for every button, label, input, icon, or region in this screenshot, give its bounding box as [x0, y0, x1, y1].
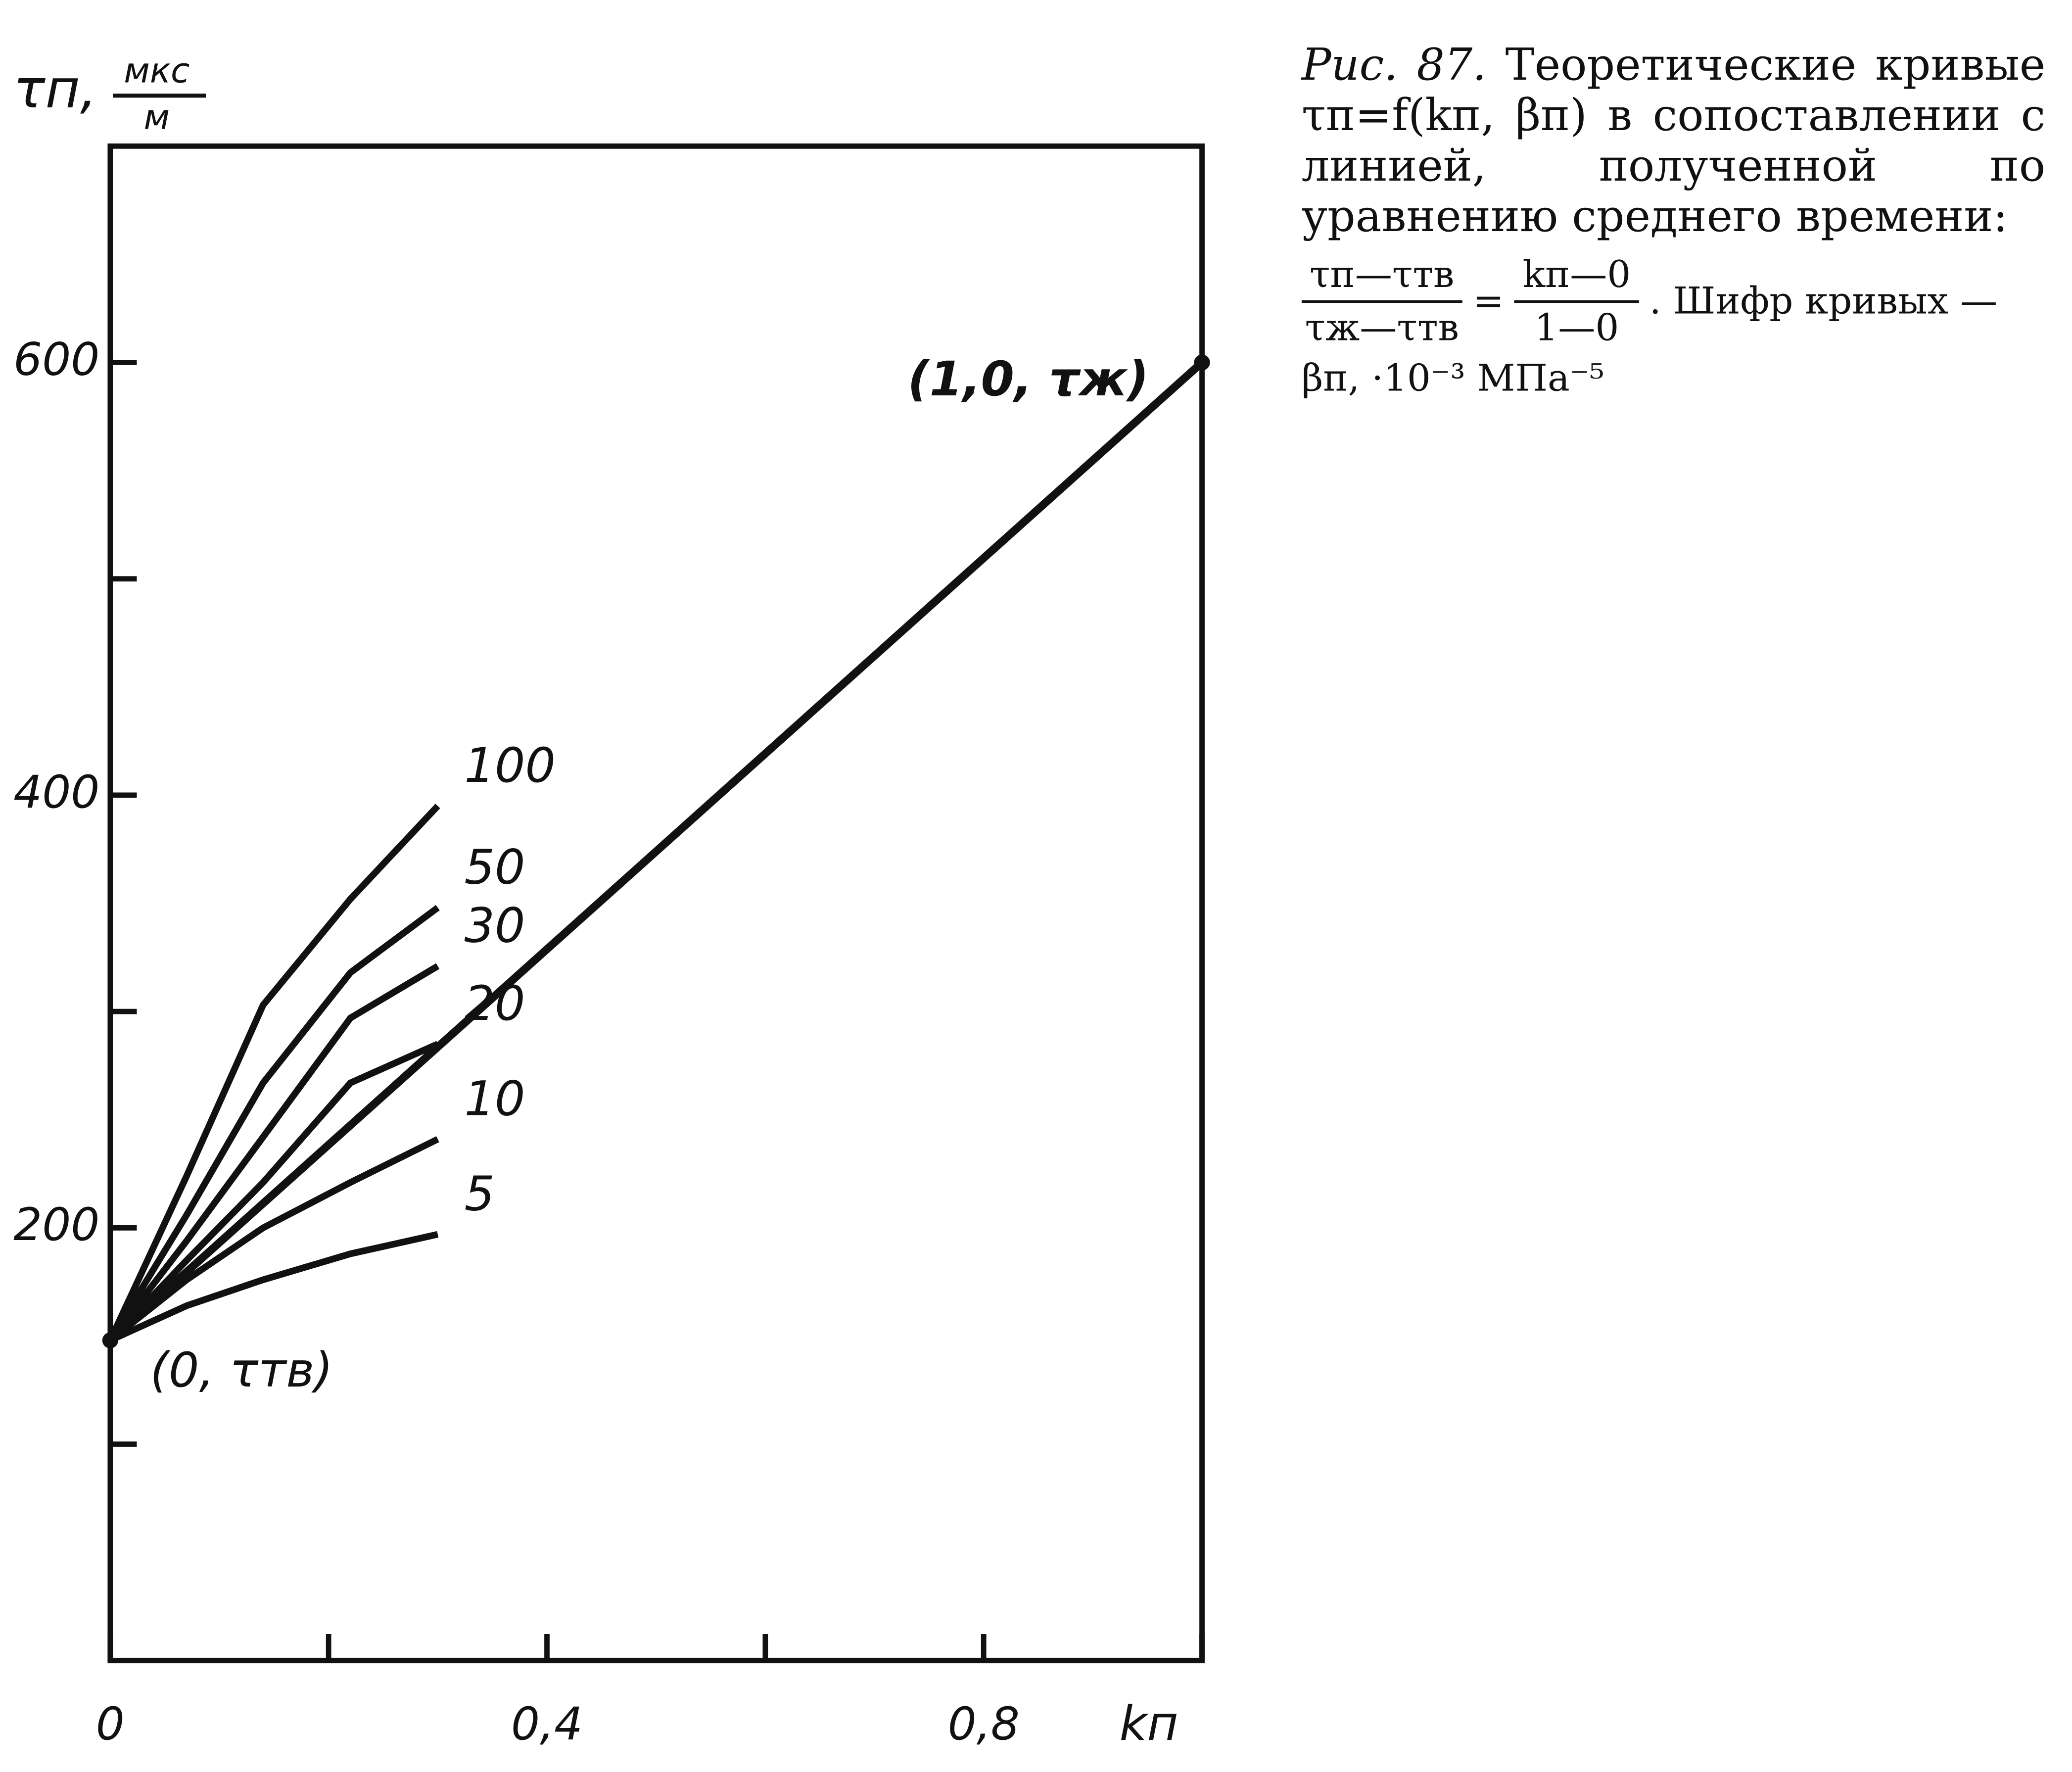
x-tick-label: 0	[96, 1697, 125, 1750]
series-label: 100	[465, 737, 556, 793]
x-tick-label: 0,4	[511, 1697, 583, 1750]
units: βп, ·10⁻³ МПа⁻⁵	[1301, 356, 1604, 400]
denominator: 1—0	[1534, 305, 1619, 350]
numerator: kп—0	[1514, 250, 1639, 303]
y-tick-label: 600	[13, 333, 99, 385]
series-label: 50	[465, 839, 525, 895]
fraction: τп—τтв τж—τтв	[1301, 250, 1462, 353]
plot-frame	[107, 143, 1205, 1664]
end-label: (1,0, τж)	[908, 351, 1149, 407]
y-tick-label: 200	[13, 1198, 99, 1251]
figure-number: Рис. 87.	[1301, 38, 1487, 91]
end-point	[102, 1332, 118, 1348]
series-line	[107, 804, 440, 1342]
reference-line	[107, 359, 1205, 1343]
y-unit-num: мкс	[124, 51, 189, 91]
denominator: τж—τтв	[1305, 305, 1459, 350]
x-tick-label: 0,8	[948, 1697, 1020, 1750]
series-label: 10	[465, 1070, 525, 1126]
series-label: 20	[465, 975, 525, 1031]
y-tick-label: 400	[13, 766, 99, 818]
formula: τп—τтв τж—τтв = kп—0 1—0 . Шифр кривых —	[1301, 250, 2045, 353]
series-line	[107, 963, 440, 1342]
numerator: τп—τтв	[1301, 250, 1462, 303]
y-axis-label: τп,	[13, 58, 97, 120]
x-axis-label: kп	[1120, 1695, 1178, 1751]
caption-text: Теоретические кривые τп=f(kп, βп) в сопо…	[1301, 38, 2046, 242]
series-line	[109, 1231, 439, 1343]
series-line	[107, 1041, 439, 1343]
fraction: kп—0 1—0	[1514, 250, 1639, 353]
y-unit-den: м	[143, 97, 170, 138]
series-label: 30	[465, 898, 525, 954]
caption: Рис. 87. Теоретические кривые τп=f(kп, β…	[1301, 38, 2046, 404]
caption-tail: . Шифр кривых —	[1649, 279, 1998, 323]
series-line	[107, 905, 440, 1342]
end-label: (0, τтв)	[150, 1342, 333, 1398]
equals: =	[1472, 279, 1504, 323]
series-label: 5	[465, 1166, 495, 1222]
end-point	[1194, 354, 1210, 371]
